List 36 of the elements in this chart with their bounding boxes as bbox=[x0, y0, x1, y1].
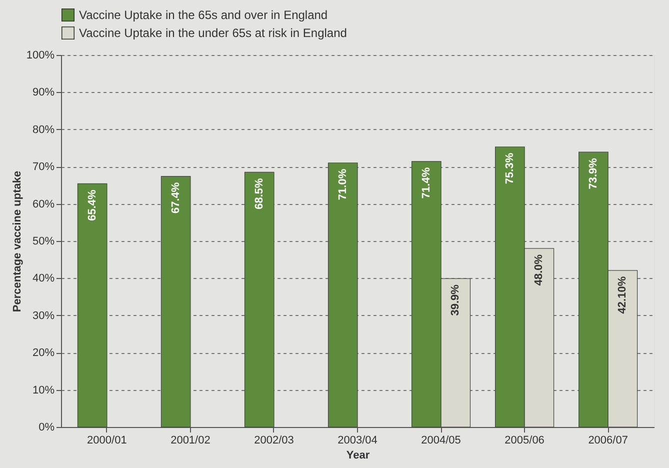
bar bbox=[77, 183, 108, 428]
bar bbox=[328, 162, 358, 428]
bar bbox=[244, 172, 274, 428]
x-tick-label: 2000/01 bbox=[87, 434, 127, 446]
data-label: 48.0% bbox=[533, 254, 546, 286]
y-tick-label: 70% bbox=[32, 161, 55, 174]
y-tick-label: 80% bbox=[32, 124, 55, 136]
x-tick-label: 2006/07 bbox=[588, 434, 628, 446]
legend-label: Vaccine Uptake in the under 65s at risk in England bbox=[79, 26, 347, 40]
data-label: 71.4% bbox=[420, 167, 432, 199]
y-tick-label: 10% bbox=[32, 384, 55, 396]
y-tick-label: 0% bbox=[38, 422, 55, 434]
x-tick-label: 2005/06 bbox=[504, 434, 544, 446]
y-tick-label: 90% bbox=[32, 86, 55, 99]
x-tick-label: 2001/02 bbox=[170, 434, 210, 446]
data-label: 42.10% bbox=[616, 276, 629, 314]
y-tick-label: 50% bbox=[32, 236, 55, 248]
x-tick-label: 2002/03 bbox=[254, 434, 294, 446]
y-axis-title: Percentage vaccine uptake bbox=[11, 170, 24, 312]
data-label: 68.5% bbox=[253, 178, 266, 210]
y-tick-label: 30% bbox=[32, 310, 55, 322]
legend-label: Vaccine Uptake in the 65s and over in England bbox=[79, 8, 328, 22]
data-label: 39.9% bbox=[450, 284, 462, 316]
y-tick-label: 20% bbox=[32, 347, 55, 360]
y-tick-label: 100% bbox=[26, 50, 55, 62]
bar bbox=[160, 176, 191, 428]
x-tick-label: 2003/04 bbox=[338, 434, 378, 446]
y-tick-label: 40% bbox=[32, 272, 55, 285]
x-axis-title: Year bbox=[346, 450, 370, 462]
x-tick-label: 2004/05 bbox=[421, 434, 461, 446]
data-label: 71.0% bbox=[336, 168, 349, 200]
y-tick-label: 60% bbox=[32, 198, 55, 210]
data-label: 75.3% bbox=[504, 152, 516, 184]
data-label: 67.4% bbox=[170, 182, 182, 214]
data-label: 65.4% bbox=[86, 190, 98, 221]
data-label: 73.9% bbox=[587, 158, 600, 190]
